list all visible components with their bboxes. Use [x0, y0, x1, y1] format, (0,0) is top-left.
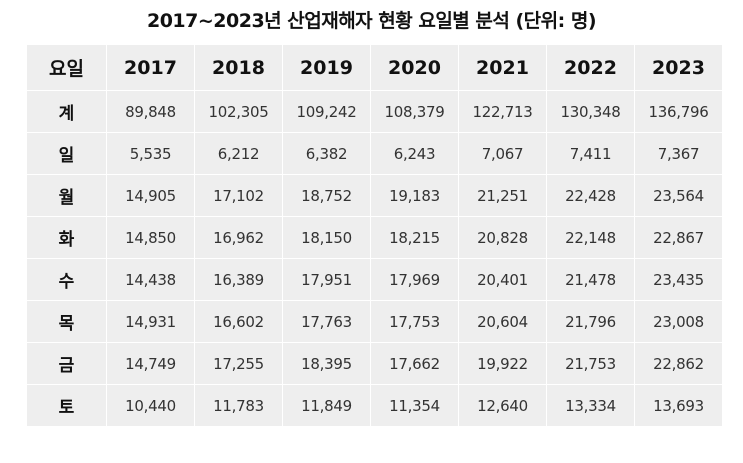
value-cell: 12,640: [458, 384, 547, 427]
table-row: 일 5,535 6,212 6,382 6,243 7,067 7,411 7,367: [26, 132, 723, 175]
row-label-cell: 일: [26, 132, 107, 175]
row-label-cell: 수: [26, 258, 107, 301]
value-cell: 19,922: [458, 342, 547, 385]
value-cell: 16,389: [194, 258, 283, 301]
value-cell: 17,763: [282, 300, 371, 343]
table-row: 토 10,440 11,783 11,849 11,354 12,640 13,334 13,…: [26, 384, 723, 427]
header-cell-day: 요일: [26, 44, 107, 91]
chart-title: 2017~2023년 산업재해자 현황 요일별 분석 (단위: 명): [146, 10, 597, 32]
value-cell: 23,435: [634, 258, 723, 301]
value-cell: 14,850: [106, 216, 195, 259]
value-cell: 130,348: [546, 90, 635, 133]
value-cell: 22,428: [546, 174, 635, 217]
table-row: 수 14,438 16,389 17,951 17,969 20,401 21,478 23,…: [26, 258, 723, 301]
value-cell: 7,067: [458, 132, 547, 175]
value-cell: 21,478: [546, 258, 635, 301]
value-cell: 17,102: [194, 174, 283, 217]
value-cell: 11,849: [282, 384, 371, 427]
table-row: 화 14,850 16,962 18,150 18,215 20,828 22,148 22,…: [26, 216, 723, 259]
value-cell: 109,242: [282, 90, 371, 133]
value-cell: 11,354: [370, 384, 459, 427]
value-cell: 16,962: [194, 216, 283, 259]
value-cell: 14,931: [106, 300, 195, 343]
value-cell: 20,401: [458, 258, 547, 301]
value-cell: 6,382: [282, 132, 371, 175]
value-cell: 19,183: [370, 174, 459, 217]
value-cell: 22,148: [546, 216, 635, 259]
table-row: 목 14,931 16,602 17,763 17,753 20,604 21,796 23,…: [26, 300, 723, 343]
header-cell-year: 2021: [458, 44, 547, 91]
value-cell: 23,008: [634, 300, 723, 343]
header-cell-year: 2023: [634, 44, 723, 91]
value-cell: 16,602: [194, 300, 283, 343]
value-cell: 5,535: [106, 132, 195, 175]
value-cell: 10,440: [106, 384, 195, 427]
value-cell: 6,212: [194, 132, 283, 175]
row-label-cell: 월: [26, 174, 107, 217]
header-cell-year: 2019: [282, 44, 371, 91]
value-cell: 13,334: [546, 384, 635, 427]
value-cell: 7,411: [546, 132, 635, 175]
value-cell: 13,693: [634, 384, 723, 427]
value-cell: 17,255: [194, 342, 283, 385]
value-cell: 23,564: [634, 174, 723, 217]
value-cell: 18,752: [282, 174, 371, 217]
value-cell: 18,395: [282, 342, 371, 385]
value-cell: 21,796: [546, 300, 635, 343]
table-row: 금 14,749 17,255 18,395 17,662 19,922 21,753 22,…: [26, 342, 723, 385]
value-cell: 14,749: [106, 342, 195, 385]
value-cell: 89,848: [106, 90, 195, 133]
value-cell: 21,251: [458, 174, 547, 217]
value-cell: 17,951: [282, 258, 371, 301]
data-table: 요일 2017 2018 2019 2020 2021 2022 2023 계 89,848 1…: [26, 44, 723, 427]
row-label-cell: 토: [26, 384, 107, 427]
header-cell-year: 2018: [194, 44, 283, 91]
value-cell: 18,215: [370, 216, 459, 259]
value-cell: 14,438: [106, 258, 195, 301]
table-row: 월 14,905 17,102 18,752 19,183 21,251 22,428 23,…: [26, 174, 723, 217]
value-cell: 136,796: [634, 90, 723, 133]
value-cell: 22,862: [634, 342, 723, 385]
value-cell: 18,150: [282, 216, 371, 259]
value-cell: 11,783: [194, 384, 283, 427]
header-cell-year: 2020: [370, 44, 459, 91]
value-cell: 108,379: [370, 90, 459, 133]
row-label-cell: 목: [26, 300, 107, 343]
value-cell: 20,828: [458, 216, 547, 259]
table-row: 계 89,848 102,305 109,242 108,379 122,713 130,3…: [26, 90, 723, 133]
header-row: 요일 2017 2018 2019 2020 2021 2022 2023: [26, 44, 723, 91]
value-cell: 22,867: [634, 216, 723, 259]
value-cell: 17,969: [370, 258, 459, 301]
value-cell: 122,713: [458, 90, 547, 133]
row-label-cell: 계: [26, 90, 107, 133]
value-cell: 17,753: [370, 300, 459, 343]
table-body: 계 89,848 102,305 109,242 108,379 122,713 130,3…: [26, 90, 723, 427]
row-label-cell: 화: [26, 216, 107, 259]
row-label-cell: 금: [26, 342, 107, 385]
value-cell: 6,243: [370, 132, 459, 175]
table-container: 요일 2017 2018 2019 2020 2021 2022 2023 계 89,848 1…: [26, 44, 723, 427]
value-cell: 21,753: [546, 342, 635, 385]
header-cell-year: 2022: [546, 44, 635, 91]
value-cell: 17,662: [370, 342, 459, 385]
value-cell: 14,905: [106, 174, 195, 217]
value-cell: 7,367: [634, 132, 723, 175]
header-cell-year: 2017: [106, 44, 195, 91]
value-cell: 20,604: [458, 300, 547, 343]
value-cell: 102,305: [194, 90, 283, 133]
